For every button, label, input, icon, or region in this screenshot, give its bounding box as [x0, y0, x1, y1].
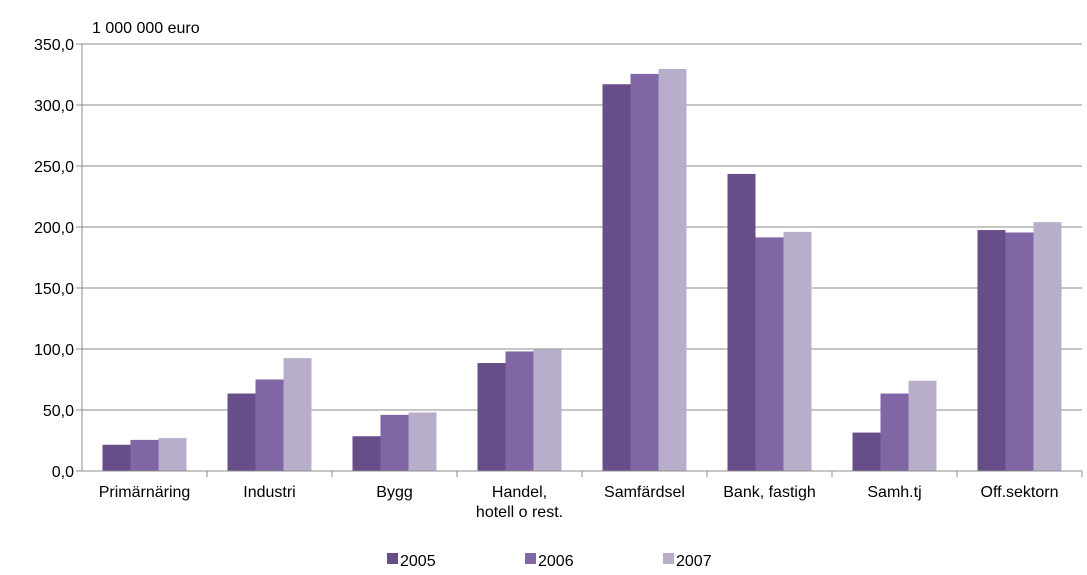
bar-2005: [102, 444, 131, 471]
bar-2007: [658, 69, 687, 471]
y-tick-label: 250,0: [34, 159, 74, 176]
bar-2007: [158, 438, 187, 471]
bar-2007: [1033, 222, 1062, 471]
bar-2005: [227, 393, 256, 471]
y-axis-unit-label: 1 000 000 euro: [92, 20, 200, 37]
legend-swatch: [663, 553, 674, 564]
bar-2005: [602, 84, 631, 471]
bar-2007: [283, 358, 312, 471]
bar-2007: [908, 380, 937, 471]
bar-2006: [380, 414, 409, 471]
legend-swatch: [525, 553, 536, 564]
bar-2006: [505, 351, 534, 471]
x-tick-label: Samh.tj: [867, 484, 921, 501]
bar-2006: [630, 73, 659, 471]
y-tick-label: 300,0: [34, 98, 74, 115]
y-tick-label: 50,0: [43, 403, 74, 420]
x-tick-label: Samfärdsel: [604, 484, 685, 501]
y-tick-label: 200,0: [34, 220, 74, 237]
axes: [76, 43, 1083, 477]
bar-2005: [852, 432, 881, 471]
gridlines: [82, 43, 1082, 411]
bar-2006: [255, 379, 284, 471]
x-tick-labels: Primärnäring Industri Bygg Handel, hotell o …: [99, 484, 1059, 521]
bar-2007: [533, 349, 562, 471]
x-tick-label: Bank, fastigh: [723, 484, 816, 501]
x-tick-label: Off.sektorn: [981, 484, 1059, 501]
legend-swatch: [387, 553, 398, 564]
bar-2006: [880, 393, 909, 471]
x-tick-label: Industri: [243, 484, 295, 501]
y-tick-label: 350,0: [34, 37, 74, 54]
legend-label: 2007: [676, 553, 712, 570]
x-tick-label: Bygg: [376, 484, 412, 501]
legend-label: 2006: [538, 553, 574, 570]
bar-2007: [408, 412, 437, 471]
y-tick-labels: 0,0 50,0 100,0 150,0 200,0 250,0 300,0 350,0: [34, 37, 74, 481]
bar-2005: [352, 436, 381, 471]
bar-2005: [477, 363, 506, 471]
y-tick-label: 100,0: [34, 342, 74, 359]
x-tick-label: Primärnäring: [99, 484, 191, 501]
bar-2006: [130, 439, 159, 471]
bar-2007: [783, 231, 812, 471]
bar-2006: [755, 237, 784, 471]
x-tick-label: Handel, hotell o rest.: [476, 484, 563, 521]
legend-label: 2005: [400, 553, 436, 570]
y-tick-label: 0,0: [52, 464, 74, 481]
bar-2005: [727, 173, 756, 471]
bar-2005: [977, 230, 1006, 471]
bar-2006: [1005, 232, 1034, 471]
y-tick-label: 150,0: [34, 281, 74, 298]
legend: 2005 2006 2007: [387, 553, 712, 570]
bars: [102, 69, 1062, 471]
